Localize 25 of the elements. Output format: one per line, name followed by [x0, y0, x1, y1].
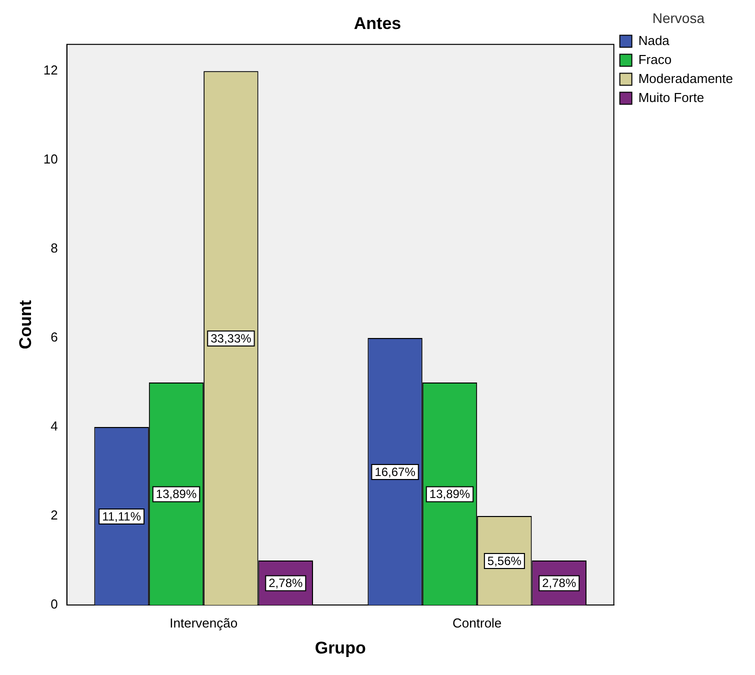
annotation: 11,11%	[102, 509, 142, 524]
x-tick-label: Intervenção	[170, 615, 238, 630]
legend-label: Nada	[638, 32, 670, 48]
y-tick-label: 10	[43, 152, 58, 167]
y-axis-title: Count	[16, 300, 35, 350]
annotation: 2,78%	[542, 576, 576, 590]
annotation: 13,89%	[429, 487, 470, 502]
legend-title: Nervosa	[652, 10, 705, 26]
legend-label: Fraco	[638, 52, 672, 67]
y-tick-label: 6	[50, 330, 58, 345]
legend-label: Moderadamente	[638, 70, 734, 86]
x-tick-label: Controle	[452, 615, 502, 630]
annotation: 13,89%	[156, 487, 197, 502]
y-tick-label: 2	[50, 508, 58, 523]
y-tick-label: 8	[50, 240, 58, 256]
annotation: 2,78%	[268, 576, 303, 590]
chart-title: Antes	[354, 14, 402, 33]
annotation: 33,33%	[210, 331, 252, 346]
y-tick-label: 4	[50, 418, 58, 434]
x-axis-title: Grupo	[314, 638, 366, 658]
annotation: 5,56%	[487, 554, 522, 568]
annotation: 16,67%	[374, 464, 416, 479]
y-tick-label: 0	[50, 596, 58, 612]
legend-label: Muito Forte	[638, 90, 704, 105]
y-tick-label: 12	[43, 62, 58, 78]
